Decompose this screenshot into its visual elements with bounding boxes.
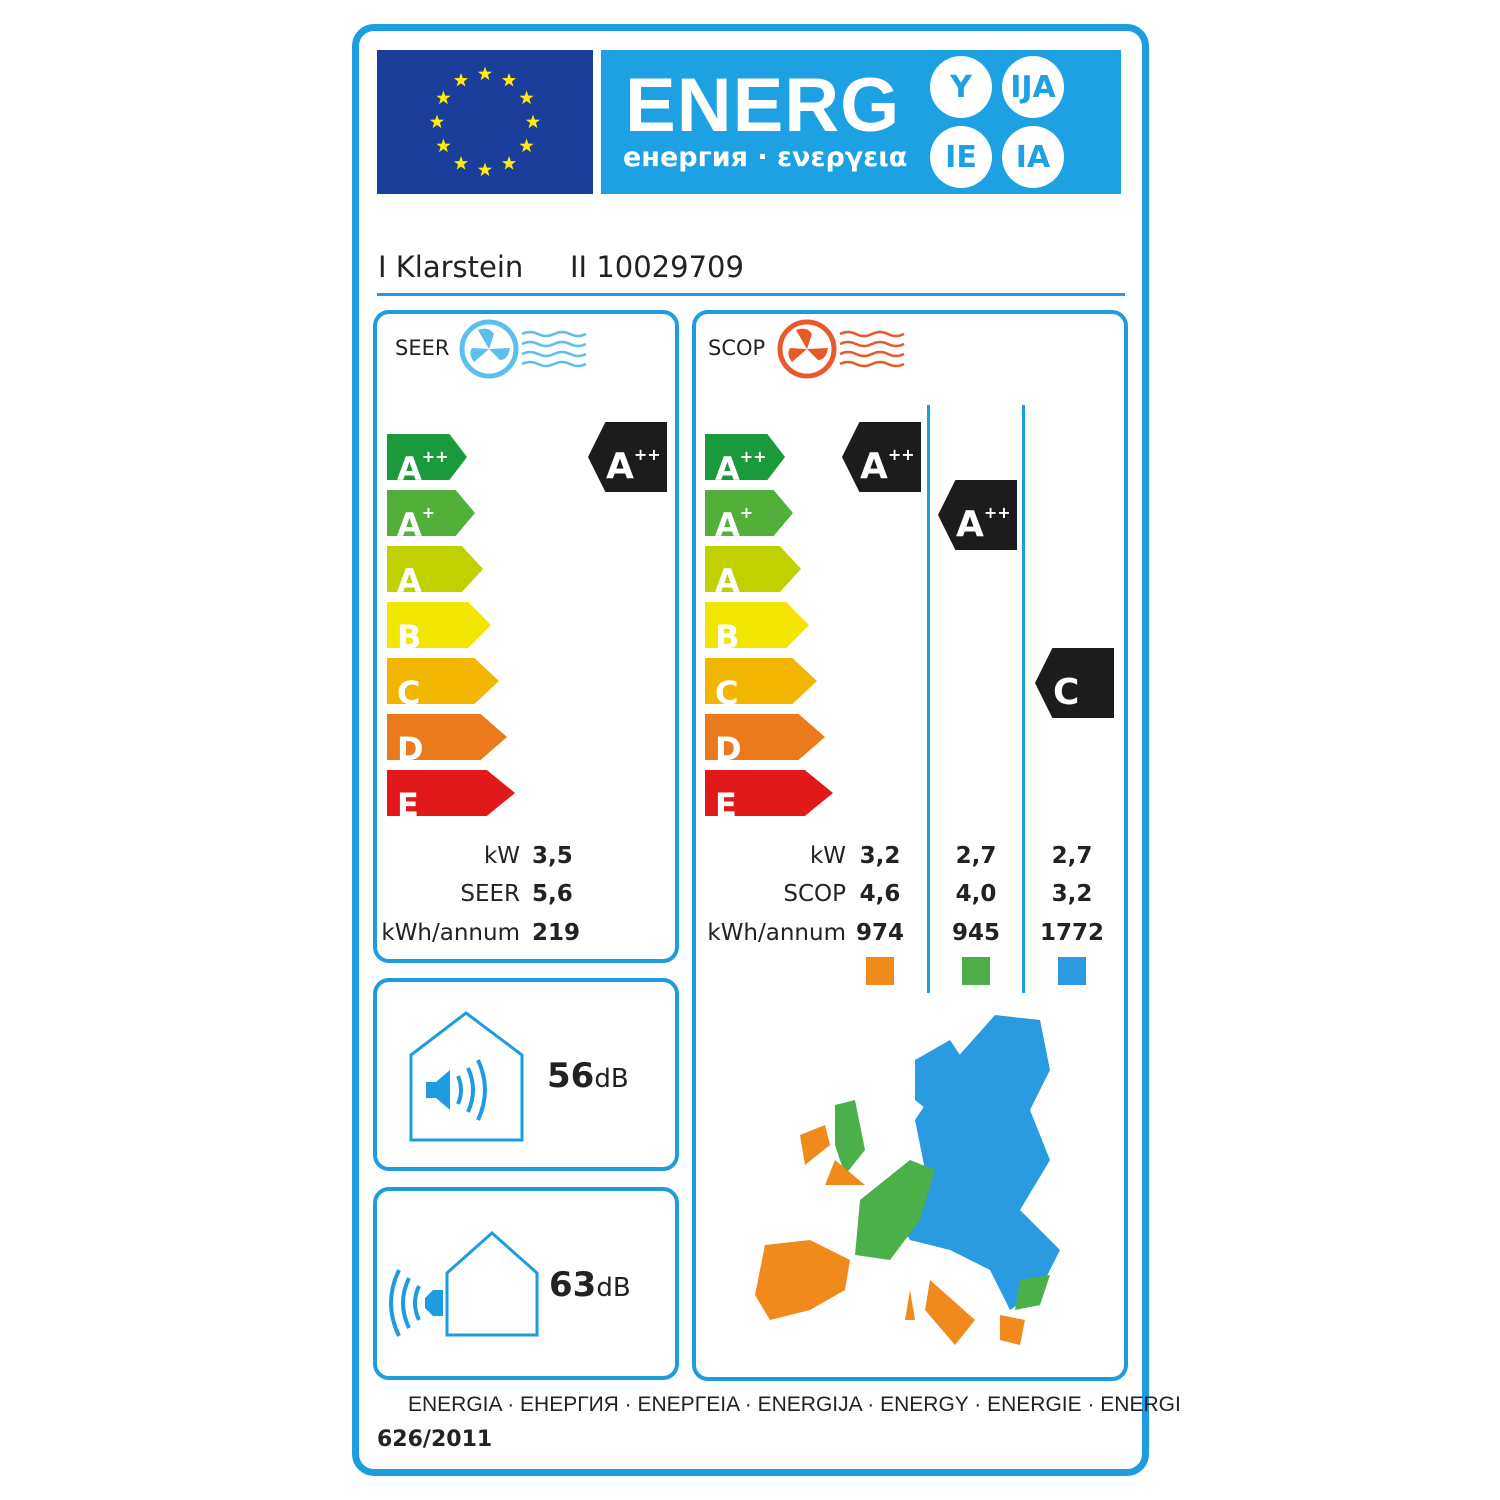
energ-title: ENERG bbox=[625, 63, 901, 148]
heating-kwh-label: kWh/annum bbox=[707, 920, 846, 946]
suffix-ia: IA bbox=[1002, 126, 1064, 188]
star-icon bbox=[477, 66, 493, 81]
heating-class-average: A++ bbox=[938, 480, 1017, 550]
star-icon bbox=[501, 156, 517, 170]
supplier-name: I Klarstein bbox=[378, 250, 524, 284]
heating-zone-value: 974 bbox=[855, 920, 904, 946]
energy-banner: ENERG енергия · ενεργεια Y IJA IE IA bbox=[601, 50, 1121, 194]
cooling-kwh-label: kWh/annum bbox=[381, 920, 520, 946]
heating-zone-value: 3,2 bbox=[1051, 881, 1093, 907]
energy-class-arrow-0: A++ bbox=[387, 434, 467, 480]
heating-zone-value: 3,2 bbox=[859, 843, 901, 869]
indoor-noise-panel bbox=[373, 978, 679, 1171]
heating-scop-label: SCOP bbox=[783, 881, 846, 907]
heating-zone-value: 945 bbox=[951, 920, 1000, 946]
star-icon bbox=[519, 138, 534, 153]
star-icon bbox=[525, 114, 541, 129]
header-divider bbox=[377, 293, 1125, 296]
star-icon bbox=[519, 90, 534, 105]
suffix-ie: IE bbox=[930, 126, 992, 188]
heating-class-warmer: A++ bbox=[842, 422, 921, 492]
heating-fan-icon bbox=[777, 319, 905, 379]
cooling-panel bbox=[373, 310, 679, 963]
outdoor-noise-panel bbox=[373, 1187, 679, 1380]
zone-divider bbox=[1022, 405, 1025, 993]
cooling-fan-icon bbox=[459, 319, 587, 379]
footer-languages: ENERGIA · ЕНЕРГИЯ · ΕΝΕΡΓΕΙΑ · ENERGIJA … bbox=[408, 1393, 1181, 1416]
outdoor-speaker-icon bbox=[389, 1230, 539, 1337]
climate-zone-swatch bbox=[866, 957, 894, 985]
energy-class-arrow-2: A bbox=[387, 546, 483, 592]
climate-zone-swatch bbox=[962, 957, 990, 985]
indoor-speaker-icon bbox=[409, 1011, 524, 1142]
cooling-class-indicator: A++ bbox=[588, 422, 667, 492]
star-icon bbox=[436, 90, 451, 105]
outdoor-noise-value: 63dB bbox=[549, 1265, 631, 1305]
star-icon bbox=[429, 114, 445, 129]
energy-subtitle: енергия · ενεργεια bbox=[623, 142, 908, 173]
indoor-noise-value: 56dB bbox=[547, 1056, 629, 1096]
heating-zone-value: 2,7 bbox=[955, 843, 997, 869]
energy-class-arrow-1: A+ bbox=[387, 490, 475, 536]
regulation-number: 626/2011 bbox=[377, 1427, 493, 1452]
eu-flag bbox=[377, 50, 593, 194]
star-icon bbox=[501, 72, 517, 87]
energy-class-arrow-6: E bbox=[387, 770, 515, 816]
cooling-seer-label: SEER bbox=[460, 881, 520, 907]
scop-title: SCOP bbox=[708, 336, 766, 360]
climate-zone-swatch bbox=[1058, 957, 1086, 985]
heating-zone-value: 4,6 bbox=[859, 881, 901, 907]
europe-climate-map bbox=[755, 1015, 1060, 1345]
energy-class-arrow-1: A+ bbox=[705, 490, 793, 536]
suffix-y: Y bbox=[930, 56, 992, 118]
cooling-kwh-value: 219 bbox=[532, 920, 581, 946]
star-icon bbox=[453, 72, 469, 87]
energy-class-arrow-2: A bbox=[705, 546, 801, 592]
energy-class-arrow-5: D bbox=[705, 714, 825, 760]
energy-class-arrow-6: E bbox=[705, 770, 833, 816]
heating-zone-value: 1772 bbox=[1039, 920, 1104, 946]
model-id: II 10029709 bbox=[570, 250, 744, 284]
cooling-kw-label: kW bbox=[483, 843, 520, 869]
seer-title: SEER bbox=[395, 336, 450, 360]
energy-class-arrow-3: B bbox=[387, 602, 491, 648]
star-icon bbox=[453, 156, 469, 170]
star-icon bbox=[436, 138, 451, 153]
cooling-kw-value: 3,5 bbox=[532, 843, 573, 869]
suffix-ija: IJA bbox=[1002, 56, 1064, 118]
energy-class-arrow-5: D bbox=[387, 714, 507, 760]
zone-divider bbox=[927, 405, 930, 993]
energy-class-arrow-4: C bbox=[705, 658, 817, 704]
label-frame bbox=[352, 24, 1149, 1476]
energy-class-arrow-0: A++ bbox=[705, 434, 785, 480]
heating-zone-value: 4,0 bbox=[955, 881, 997, 907]
heating-class-colder: C bbox=[1035, 648, 1114, 718]
eu-stars-icon bbox=[429, 66, 541, 177]
heating-zone-value: 2,7 bbox=[1051, 843, 1093, 869]
cooling-seer-value: 5,6 bbox=[532, 881, 573, 907]
heating-kw-label: kW bbox=[809, 843, 846, 869]
energy-class-arrow-4: C bbox=[387, 658, 499, 704]
heating-panel bbox=[692, 310, 1128, 1381]
energy-class-arrow-3: B bbox=[705, 602, 809, 648]
star-icon bbox=[477, 162, 493, 177]
